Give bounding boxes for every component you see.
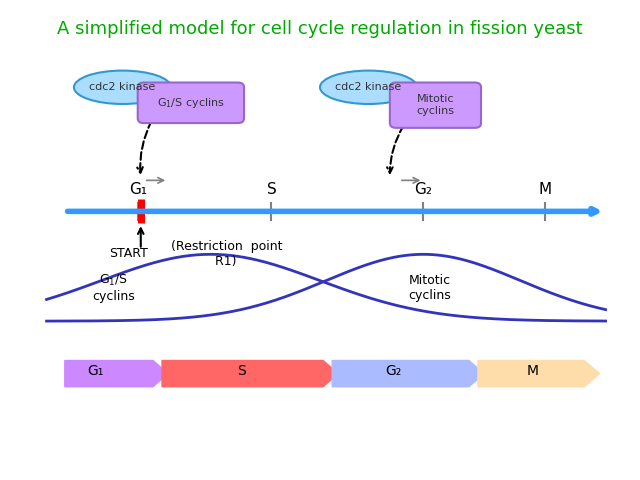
Text: G₁: G₁ — [129, 182, 147, 197]
FancyBboxPatch shape — [138, 83, 244, 123]
Text: S: S — [237, 364, 245, 378]
Text: S: S — [266, 182, 276, 197]
FancyArrow shape — [65, 360, 168, 387]
Text: Mitotic
cyclins: Mitotic cyclins — [408, 274, 451, 302]
Text: G₂: G₂ — [414, 182, 432, 197]
Text: (Restriction  point
           R1): (Restriction point R1) — [171, 240, 283, 268]
Ellipse shape — [74, 71, 171, 104]
Text: G$_1$/S cyclins: G$_1$/S cyclins — [157, 96, 225, 110]
FancyArrow shape — [478, 360, 600, 387]
Text: G₁: G₁ — [87, 364, 104, 378]
Text: G$_1$/S
cyclins: G$_1$/S cyclins — [92, 273, 135, 303]
Text: START: START — [109, 247, 148, 260]
Text: Mitotic
cyclins: Mitotic cyclins — [417, 95, 454, 116]
Text: G₂: G₂ — [385, 364, 401, 378]
FancyArrow shape — [162, 360, 338, 387]
Text: M: M — [538, 182, 552, 197]
FancyArrow shape — [332, 360, 484, 387]
Text: cdc2 kinase: cdc2 kinase — [335, 82, 402, 92]
Text: A simplified model for cell cycle regulation in fission yeast: A simplified model for cell cycle regula… — [57, 21, 583, 38]
Text: M: M — [527, 364, 539, 378]
FancyBboxPatch shape — [390, 83, 481, 128]
Ellipse shape — [320, 71, 417, 104]
Text: cdc2 kinase: cdc2 kinase — [90, 82, 156, 92]
